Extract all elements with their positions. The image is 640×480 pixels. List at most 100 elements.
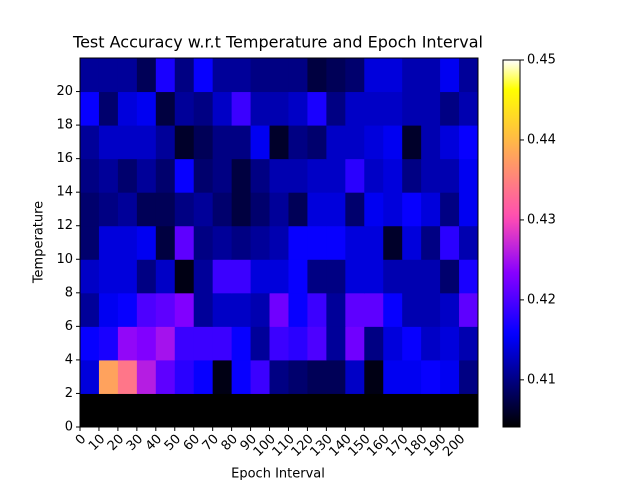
- y-tick-label: 12: [56, 218, 73, 233]
- heatmap-cell: [193, 58, 214, 93]
- heatmap-cell: [98, 125, 119, 160]
- heatmap-cell: [155, 158, 176, 193]
- heatmap-cell: [307, 359, 327, 394]
- heatmap-cell: [80, 192, 100, 227]
- heatmap-cell: [383, 259, 403, 294]
- heatmap-cell: [250, 259, 271, 294]
- heatmap-cell: [402, 292, 422, 327]
- heatmap-cell: [212, 58, 233, 93]
- heatmap-cell: [80, 158, 100, 193]
- heatmap-cell: [269, 292, 289, 327]
- heatmap-cell: [250, 192, 271, 227]
- heatmap-cell: [459, 359, 479, 394]
- heatmap-cell: [307, 192, 327, 227]
- heatmap-cell: [250, 359, 271, 394]
- heatmap-cell: [440, 359, 460, 394]
- heatmap-cell: [193, 259, 214, 294]
- heatmap-cell: [193, 91, 214, 126]
- heatmap-cell: [364, 125, 384, 160]
- heatmap-cell: [459, 58, 479, 93]
- heatmap-cell: [250, 326, 271, 361]
- heatmap-cell: [421, 91, 441, 126]
- heatmap-cell: [212, 192, 233, 227]
- heatmap-cell: [98, 359, 119, 394]
- heatmap-cell: [345, 359, 365, 394]
- heatmap-cell: [421, 225, 441, 260]
- heatmap-cell: [402, 326, 422, 361]
- heatmap-cell: [193, 393, 214, 428]
- heatmap-cell: [174, 225, 195, 260]
- heatmap-cell: [288, 292, 308, 327]
- heatmap-cell: [288, 326, 308, 361]
- heatmap-cell: [288, 158, 308, 193]
- heatmap-cell: [136, 192, 157, 227]
- heatmap-cell: [250, 125, 271, 160]
- heatmap-cell: [459, 158, 479, 193]
- heatmap-cell: [345, 58, 365, 93]
- heatmap-cell: [212, 326, 233, 361]
- heatmap-cell: [117, 158, 138, 193]
- heatmap-cell: [421, 125, 441, 160]
- heatmap-cell: [402, 91, 422, 126]
- heatmap-cell: [383, 225, 403, 260]
- heatmap-cell: [117, 259, 138, 294]
- heatmap-cell: [421, 393, 441, 428]
- heatmap-cell: [326, 393, 346, 428]
- heatmap-cell: [345, 91, 365, 126]
- chart-title: Test Accuracy w.r.t Temperature and Epoc…: [72, 33, 483, 52]
- heatmap-cell: [288, 125, 308, 160]
- heatmap-cell: [421, 58, 441, 93]
- heatmap-cell: [440, 158, 460, 193]
- heatmap-cell: [155, 225, 176, 260]
- heatmap-cell: [402, 58, 422, 93]
- heatmap-cell: [269, 125, 289, 160]
- heatmap-cell: [80, 292, 100, 327]
- heatmap-cell: [174, 259, 195, 294]
- y-tick-label: 10: [56, 252, 73, 267]
- heatmap-cell: [307, 158, 327, 193]
- heatmap-cell: [307, 91, 327, 126]
- heatmap-cell: [307, 326, 327, 361]
- heatmap-cell: [269, 259, 289, 294]
- heatmap-cell: [383, 158, 403, 193]
- heatmap-cell: [288, 225, 308, 260]
- y-tick-label: 2: [65, 386, 73, 401]
- heatmap-cell: [440, 259, 460, 294]
- heatmap-cell: [459, 225, 479, 260]
- heatmap-cell: [193, 359, 214, 394]
- y-tick-label: 4: [65, 352, 73, 367]
- heatmap-cell: [80, 91, 100, 126]
- heatmap-cell: [212, 225, 233, 260]
- heatmap-cell: [98, 58, 119, 93]
- heatmap-cell: [155, 125, 176, 160]
- heatmap-cell: [402, 125, 422, 160]
- heatmap-cell: [98, 91, 119, 126]
- heatmap-cell: [288, 259, 308, 294]
- heatmap-cell: [383, 91, 403, 126]
- heatmap-cell: [383, 326, 403, 361]
- heatmap-cell: [80, 125, 100, 160]
- heatmap-cell: [326, 225, 346, 260]
- y-tick-label: 8: [65, 285, 73, 300]
- heatmap-cell: [364, 58, 384, 93]
- colorbar-tick-label: 0.41: [527, 372, 556, 387]
- heatmap-cell: [364, 225, 384, 260]
- heatmap-cell: [459, 326, 479, 361]
- heatmap-cell: [98, 259, 119, 294]
- heatmap-cell: [269, 393, 289, 428]
- heatmap-cell: [193, 158, 214, 193]
- heatmap-cell: [212, 393, 233, 428]
- heatmap-cell: [440, 91, 460, 126]
- heatmap-cell: [326, 158, 346, 193]
- x-tick-label: 0: [73, 432, 89, 448]
- heatmap-cell: [326, 292, 346, 327]
- heatmap-cell: [364, 259, 384, 294]
- x-tick-label: 200: [440, 432, 468, 460]
- heatmap-cell: [364, 359, 384, 394]
- heatmap-cell: [440, 225, 460, 260]
- heatmap-cell: [136, 326, 157, 361]
- heatmap-cell: [231, 158, 252, 193]
- heatmap-cell: [345, 259, 365, 294]
- heatmap-cell: [326, 359, 346, 394]
- heatmap-cell: [440, 292, 460, 327]
